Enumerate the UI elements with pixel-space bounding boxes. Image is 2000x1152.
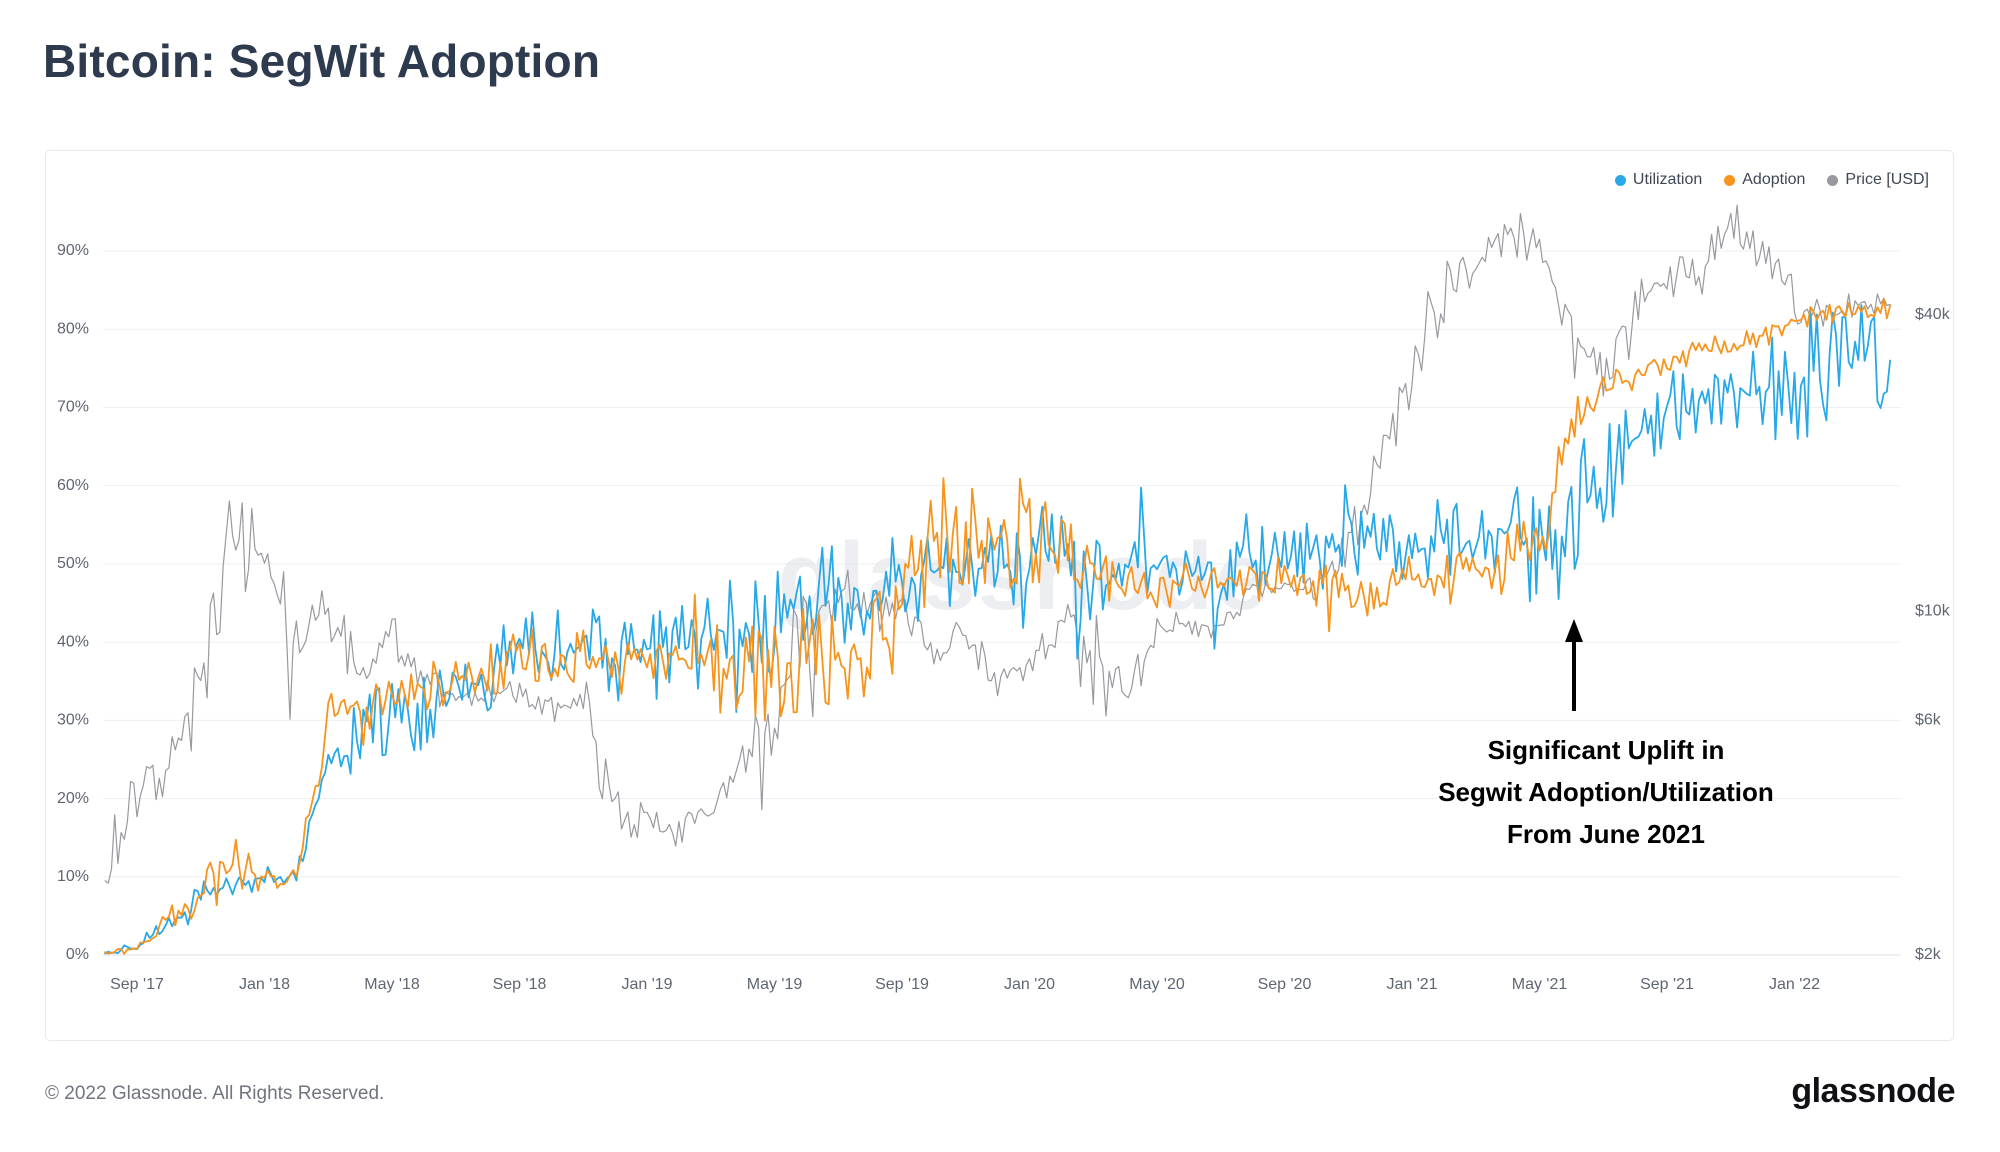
x-axis-label: Sep '21 (1640, 976, 1694, 993)
legend-label: Adoption (1742, 171, 1806, 188)
x-axis-label: Sep '17 (110, 976, 164, 993)
series-line-utilization (104, 304, 1891, 955)
y-axis-label-right: $2k (1915, 946, 1942, 963)
y-axis-label-left: 40% (57, 633, 89, 650)
annotation-arrow-icon (1565, 619, 1583, 711)
y-axis-label-left: 10% (57, 868, 89, 885)
y-axis-label-left: 50% (57, 555, 89, 572)
legend-dot-icon (1614, 174, 1626, 186)
page-title: Bitcoin: SegWit Adoption (43, 35, 601, 87)
series-line-price-usd (104, 204, 1891, 884)
y-axis-label-right: $40k (1915, 306, 1951, 323)
y-axis-label-left: 30% (57, 712, 89, 729)
y-axis-label-right: $10k (1915, 602, 1951, 619)
y-axis-label-left: 60% (57, 477, 89, 494)
y-axis-label-left: 80% (57, 320, 89, 337)
copyright-text: © 2022 Glassnode. All Rights Reserved. (45, 1083, 385, 1104)
legend-item-utilization[interactable]: Utilization (1614, 171, 1703, 189)
chart-canvas[interactable]: 0% 10% 20% 30% 40% 50% 60% 70% 80% 90% $2k $6k $10k $… (46, 151, 1953, 1040)
legend-label: Utilization (1632, 171, 1703, 188)
annotation-line: Significant Uplift in (1487, 735, 1725, 765)
y-axis-label-left: 70% (57, 399, 89, 416)
annotation-line: From June 2021 (1507, 819, 1705, 849)
annotation-line: Segwit Adoption/Utilization (1438, 777, 1774, 807)
x-axis-label: May '21 (1512, 976, 1568, 993)
x-axis-label: May '20 (1129, 976, 1185, 993)
x-axis-label: Jan '21 (1386, 976, 1437, 993)
x-axis-label: Jan '18 (239, 976, 290, 993)
x-axis-label: Sep '18 (493, 976, 547, 993)
chart-legend: Utilization Adoption Price [USD] (1614, 171, 1929, 189)
legend-item-price-usd[interactable]: Price [USD] (1827, 171, 1929, 189)
series-line-adoption (104, 298, 1891, 955)
x-axis-label: May '18 (364, 976, 420, 993)
chart-panel: 0% 10% 20% 30% 40% 50% 60% 70% 80% 90% $2k $6k $10k $… (45, 150, 1954, 1041)
glassnode-logo: glassnode (1791, 1072, 1955, 1110)
legend-label: Price [USD] (1845, 171, 1929, 188)
x-axis-label: Jan '20 (1004, 976, 1055, 993)
y-axis-label-left: 20% (57, 790, 89, 807)
y-axis-label-left: 0% (66, 946, 89, 963)
legend-item-adoption[interactable]: Adoption (1724, 171, 1805, 189)
annotation-text: Significant Uplift in Segwit Adoption/Ut… (1376, 729, 1836, 855)
legend-dot-icon (1827, 174, 1839, 186)
x-axis-label: Sep '19 (875, 976, 929, 993)
x-axis-label: Sep '20 (1258, 976, 1312, 993)
legend-dot-icon (1724, 174, 1736, 186)
y-axis-label-left: 90% (57, 242, 89, 259)
y-axis-label-right: $6k (1915, 711, 1942, 728)
x-axis-label: Jan '19 (621, 976, 672, 993)
x-axis-label: Jan '22 (1769, 976, 1820, 993)
x-axis-label: May '19 (747, 976, 803, 993)
